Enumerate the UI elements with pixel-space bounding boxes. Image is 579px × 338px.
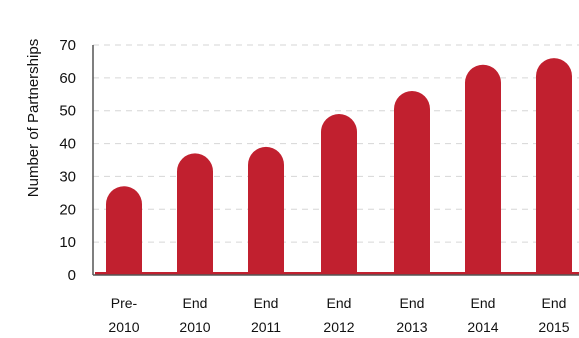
y-tick-label: 10 <box>59 234 76 251</box>
x-category-label-line: Pre- <box>111 295 138 311</box>
bar <box>106 186 142 275</box>
bar <box>536 58 572 276</box>
bar <box>394 91 430 275</box>
bars <box>95 58 579 276</box>
bar <box>321 114 357 275</box>
x-category-label-line: 2012 <box>323 319 354 335</box>
x-category-label: End 2013 <box>396 295 427 335</box>
x-category-label-line: 2011 <box>251 319 281 335</box>
y-axis-title: Number of Partnerships <box>25 39 42 197</box>
y-tick-label: 30 <box>59 168 76 185</box>
y-tick-label: 20 <box>59 201 76 218</box>
x-category-label-line: End <box>327 295 352 311</box>
x-category-label: Pre- 2010 <box>108 295 139 335</box>
x-category-label: End 2010 <box>179 295 210 335</box>
x-category-label: End 2012 <box>323 295 354 335</box>
axes <box>92 45 579 276</box>
x-category-label-line: 2015 <box>538 319 569 335</box>
y-tick-label: 40 <box>59 136 76 153</box>
x-category-label-line: End <box>471 295 496 311</box>
x-category-label-line: 2013 <box>396 319 427 335</box>
x-category-label-line: 2010 <box>179 319 210 335</box>
x-category-label-line: 2014 <box>467 319 498 335</box>
y-tick-label: 50 <box>59 103 76 120</box>
bar <box>465 64 501 275</box>
x-category-label-line: End <box>542 295 567 311</box>
y-tick-label: 0 <box>68 267 76 284</box>
x-category-label: End 2011 <box>251 295 281 335</box>
bar <box>177 153 213 275</box>
bar <box>248 146 284 275</box>
y-tick-labels: 0 10 20 30 40 50 60 70 <box>59 37 76 284</box>
x-category-label-line: End <box>183 295 208 311</box>
x-category-label: End 2015 <box>538 295 569 335</box>
x-category-labels: Pre- 2010 End 2010 End 2011 End 2012 End 2013 End 2… <box>108 295 569 335</box>
x-category-label-line: End <box>400 295 425 311</box>
x-category-label: End 2014 <box>467 295 498 335</box>
y-tick-label: 70 <box>59 37 76 54</box>
y-tick-label: 60 <box>59 70 76 87</box>
x-category-label-line: 2010 <box>108 319 139 335</box>
x-category-label-line: End <box>254 295 279 311</box>
